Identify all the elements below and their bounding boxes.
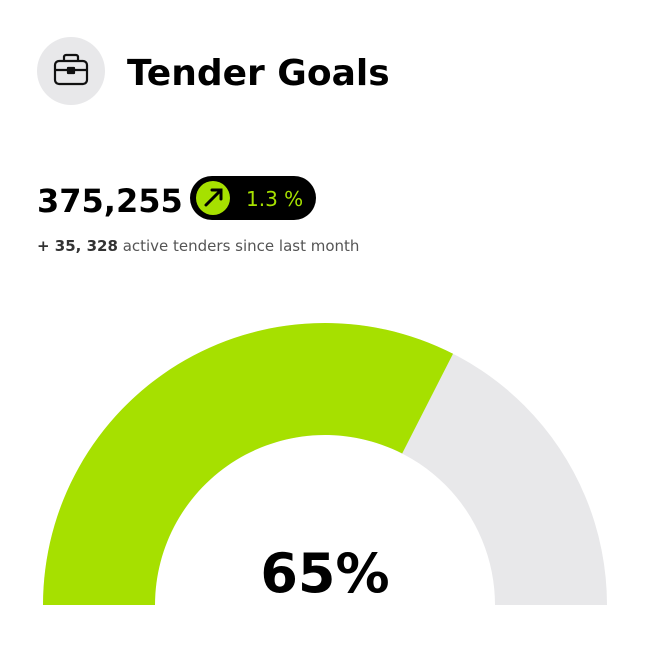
gauge-label: 65% <box>260 542 389 605</box>
subtitle-text: active tenders since last month <box>123 237 360 255</box>
briefcase-icon <box>53 53 89 86</box>
subtitle-prefix: + 35, 328 <box>37 237 118 255</box>
title: Tender Goals <box>127 53 390 94</box>
gauge-fill <box>43 323 454 605</box>
arrow-icon <box>204 188 223 207</box>
subtitle: + 35, 328 active tenders since last mont… <box>37 237 359 255</box>
change-value: 1.3 % <box>246 187 303 211</box>
stat-value: 375,255 <box>37 182 183 220</box>
gauge <box>43 323 607 605</box>
